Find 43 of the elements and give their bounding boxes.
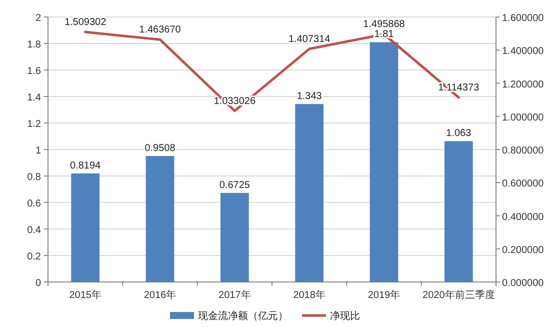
- y2-tick-label: 0.400000: [502, 212, 544, 223]
- legend-label: 净现比: [330, 310, 360, 322]
- data-label: 1.495868: [363, 19, 406, 30]
- y-tick-label: 2: [35, 13, 42, 24]
- data-label: 1.407314: [288, 34, 331, 45]
- bar: [295, 104, 324, 282]
- bar: [220, 192, 249, 282]
- x-tick-label: 2016年: [144, 289, 176, 301]
- y2-tick-label: 0.000000: [502, 278, 544, 289]
- data-label: 1.343: [296, 91, 322, 102]
- bar: [71, 173, 100, 282]
- data-label: 0.8194: [70, 160, 102, 172]
- legend-label: 现金流净额（亿元）: [198, 310, 288, 322]
- y-tick-label: 1.2: [27, 119, 42, 130]
- x-tick-label: 2020年前三季度: [422, 289, 495, 301]
- y2-tick-label: 0.200000: [502, 244, 544, 256]
- bar: [146, 156, 174, 282]
- data-label: 1.063: [446, 128, 472, 140]
- data-label: 0.9508: [144, 143, 176, 154]
- y-tick-label: 0: [35, 278, 42, 289]
- y2-tick-label: 1.400000: [502, 46, 544, 58]
- x-tick-label: 2017年: [218, 289, 251, 301]
- y2-tick-label: 0.600000: [502, 178, 544, 190]
- y2-tick-label: 1.000000: [502, 112, 544, 124]
- data-label: 1.509302: [64, 17, 107, 28]
- y-tick-label: 1.6: [27, 66, 42, 77]
- y2-tick-label: 0.800000: [502, 146, 544, 156]
- y2-tick-label: 1.200000: [502, 79, 544, 90]
- data-label: 0.6725: [219, 180, 250, 191]
- y2-tick-label: 1.600000: [502, 13, 544, 24]
- y-tick-label: 1.4: [27, 92, 42, 104]
- y-tick-label: 0.6: [27, 198, 42, 210]
- y-tick-label: 1.8: [27, 40, 42, 50]
- x-tick-label: 2015年: [69, 289, 102, 301]
- x-tick-label: 2018年: [293, 289, 326, 301]
- data-label: 1.463670: [139, 24, 182, 36]
- x-tick-label: 2019年: [368, 289, 400, 301]
- y-tick-label: 0.4: [27, 225, 42, 236]
- y-tick-label: 1: [35, 146, 42, 156]
- y-tick-label: 0.8: [27, 172, 42, 183]
- y-tick-label: 0.2: [27, 252, 42, 262]
- bar: [444, 141, 473, 282]
- bar: [370, 42, 398, 282]
